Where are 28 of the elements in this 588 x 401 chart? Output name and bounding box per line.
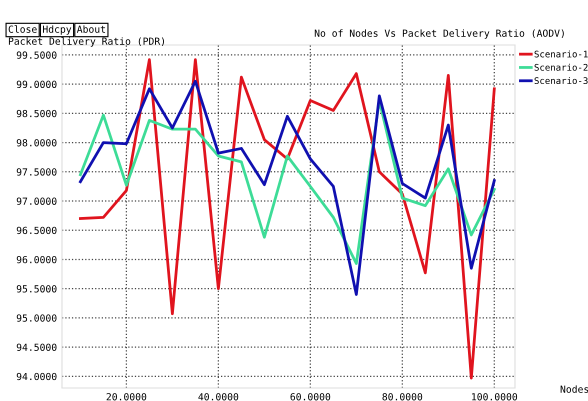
y-tick-label: 98.0000 — [16, 139, 57, 146]
x-tick-label: 100.0000 — [472, 393, 518, 400]
text: Hdcpy — [43, 25, 72, 35]
x-axis-title: Nodes — [560, 385, 588, 393]
x-tick-label: 20.0000 — [106, 393, 146, 400]
line-series — [79, 80, 496, 296]
y-tick-label: 97.5000 — [16, 168, 57, 176]
chart-title: No of Nodes Vs Packet Delivery Ratio (AODV) — [314, 29, 564, 39]
y-tick-label: 94.0000 — [16, 372, 57, 380]
x-tick-label: 80.0000 — [382, 393, 422, 400]
y-tick-label: 97.0000 — [16, 198, 57, 205]
y-tick-label: 98.5000 — [16, 110, 57, 118]
legend-label: Scenario-3 — [534, 77, 588, 84]
y-tick-label: 94.5000 — [16, 344, 57, 351]
legend-label: Scenario-2 — [534, 64, 588, 71]
line-series — [79, 58, 496, 380]
y-tick-label: 99.0000 — [16, 80, 57, 88]
y-tick-label: 99.5000 — [16, 51, 57, 59]
y-tick-label: 95.0000 — [16, 314, 57, 322]
y-axis-title: Packet Delivery Ratio (PDR) — [8, 37, 164, 47]
x-tick-label: 60.0000 — [290, 393, 330, 400]
legend-label: Scenario-1 — [534, 50, 588, 58]
y-tick-label: 96.0000 — [16, 256, 57, 264]
text: Close — [8, 25, 37, 33]
y-tick-label: 96.5000 — [16, 226, 57, 234]
text: About — [76, 25, 106, 33]
y-tick-label: 95.5000 — [16, 285, 57, 293]
x-tick-label: 40.0000 — [198, 393, 238, 400]
